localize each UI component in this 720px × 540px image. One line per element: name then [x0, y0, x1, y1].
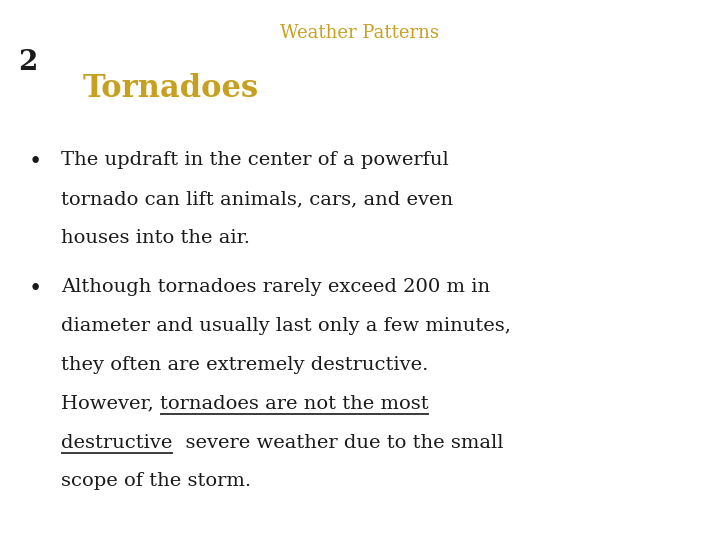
Text: tornado can lift animals, cars, and even: tornado can lift animals, cars, and even — [61, 190, 454, 208]
Text: Tornadoes: Tornadoes — [83, 73, 259, 104]
Text: However,: However, — [61, 395, 160, 413]
Text: Although tornadoes rarely exceed 200 m in: Although tornadoes rarely exceed 200 m i… — [61, 278, 490, 296]
Text: tornadoes are not the most: tornadoes are not the most — [160, 395, 429, 413]
Text: Weather Patterns: Weather Patterns — [281, 24, 439, 42]
Text: 2: 2 — [18, 49, 37, 76]
Text: The updraft in the center of a powerful: The updraft in the center of a powerful — [61, 151, 449, 169]
Text: they often are extremely destructive.: they often are extremely destructive. — [61, 356, 428, 374]
Text: diameter and usually last only a few minutes,: diameter and usually last only a few min… — [61, 317, 511, 335]
Text: •: • — [29, 151, 42, 173]
Text: houses into the air.: houses into the air. — [61, 229, 251, 247]
Text: severe weather due to the small: severe weather due to the small — [173, 434, 503, 451]
Text: scope of the storm.: scope of the storm. — [61, 472, 251, 490]
Text: •: • — [29, 278, 42, 300]
Text: destructive: destructive — [61, 434, 173, 451]
